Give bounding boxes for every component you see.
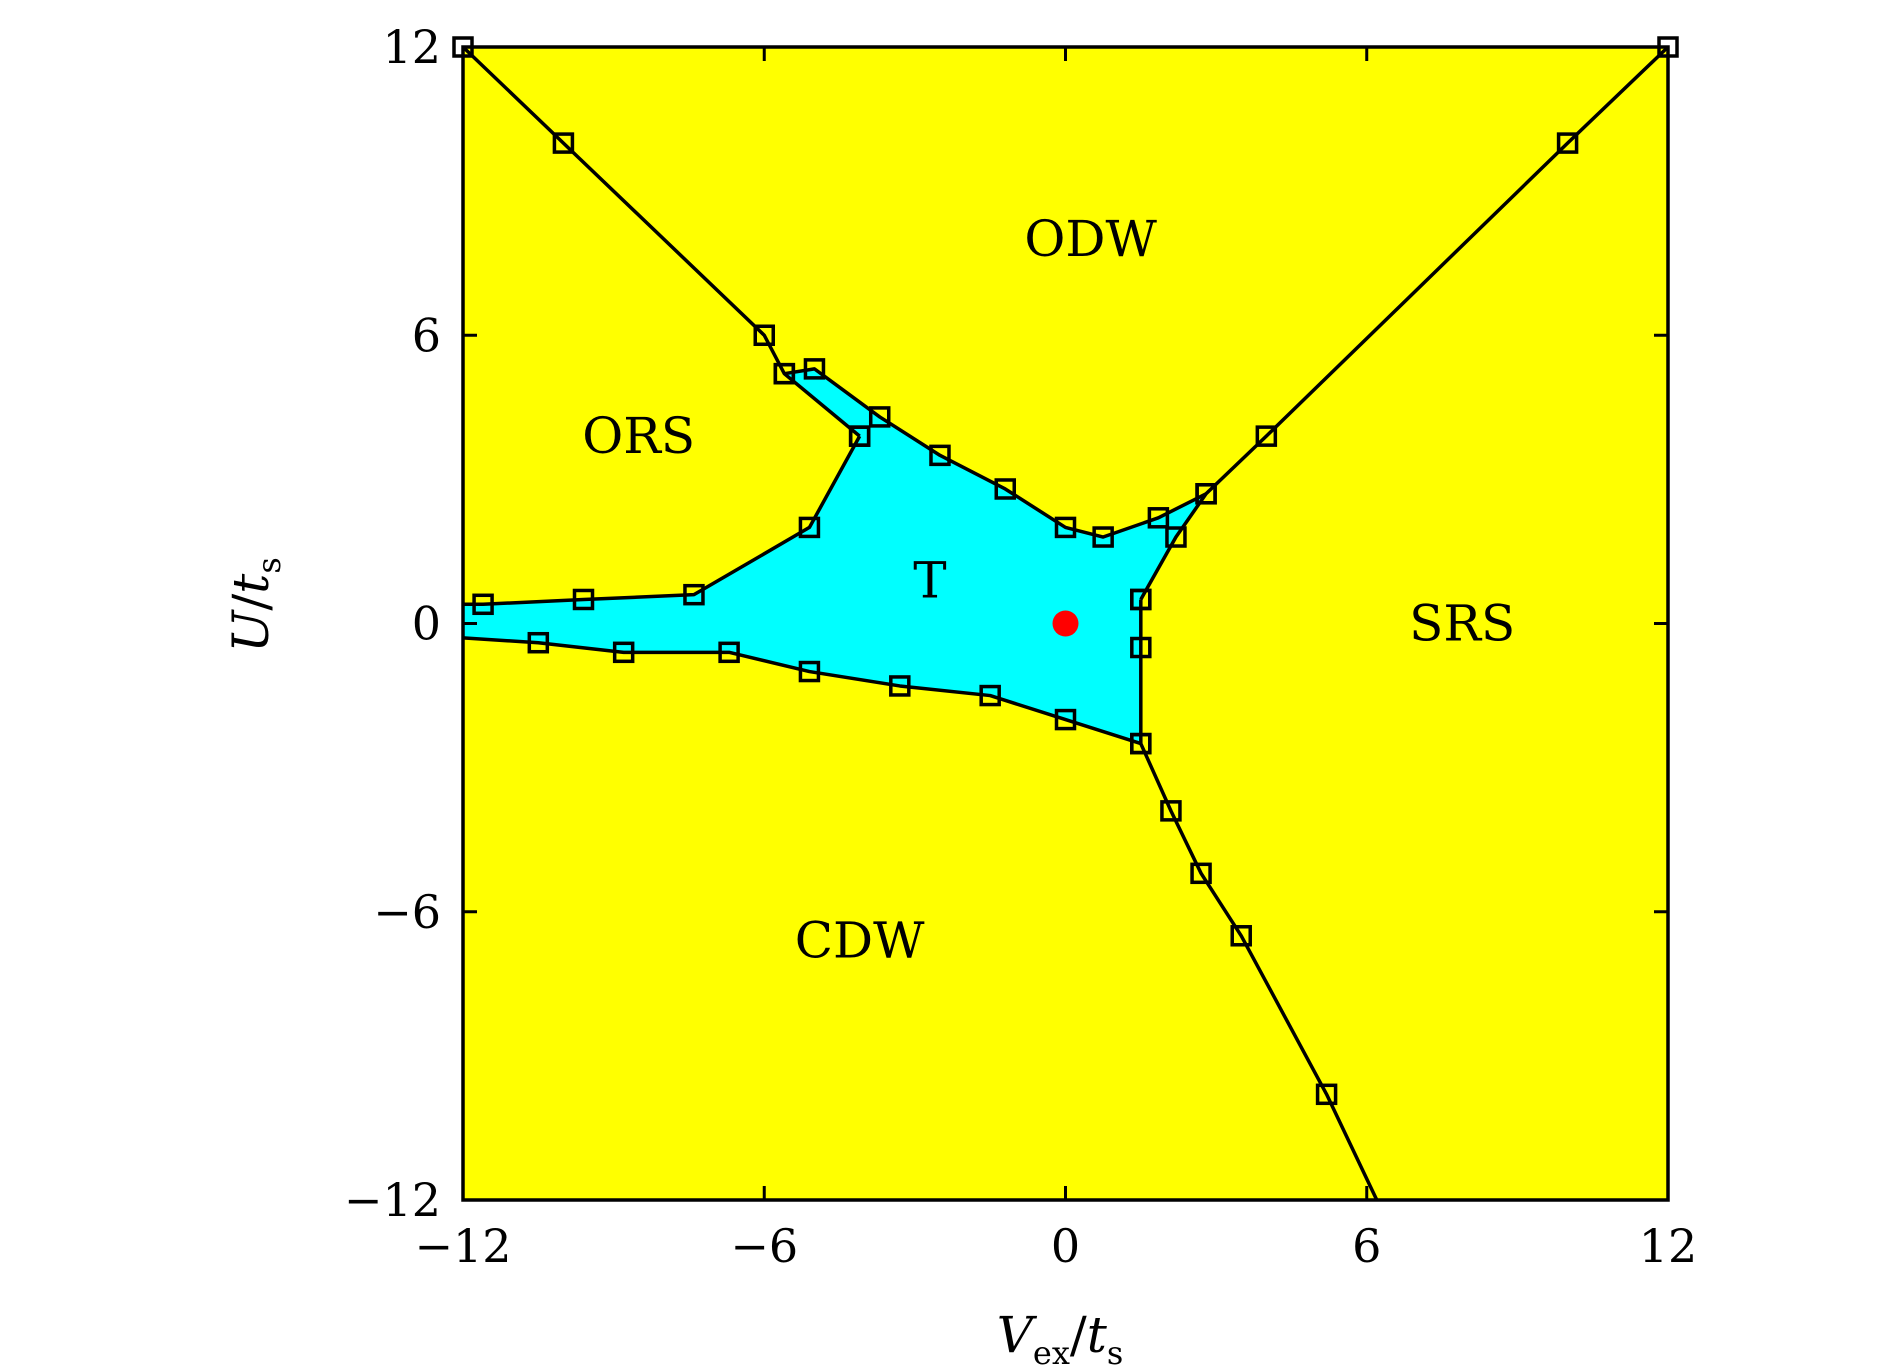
boundary-line-5 bbox=[462, 636, 1142, 746]
phase-label-cdw: CDW bbox=[795, 912, 925, 970]
boundary-marker bbox=[683, 583, 705, 606]
boundary-marker bbox=[1255, 425, 1278, 447]
boundary-marker bbox=[979, 684, 1001, 707]
boundary-marker bbox=[1190, 862, 1212, 885]
boundary-marker bbox=[773, 362, 796, 385]
boundary-line-6 bbox=[784, 367, 1207, 539]
phase-label-srs: SRS bbox=[1409, 595, 1515, 653]
boundary-marker bbox=[1230, 925, 1252, 947]
boundary-marker bbox=[1556, 132, 1579, 154]
t-phase-region bbox=[463, 368, 1207, 744]
boundary-marker bbox=[798, 516, 821, 539]
t-phase-region-layer bbox=[463, 368, 1207, 744]
boundary-marker bbox=[1315, 1083, 1338, 1106]
boundary-marker bbox=[1165, 526, 1187, 548]
x-tick-label: 12 bbox=[1639, 1219, 1698, 1273]
y-tick-label: −12 bbox=[344, 1173, 441, 1227]
phase-labels: ODW ORS T SRS CDW bbox=[582, 210, 1515, 969]
y-tick-label: 12 bbox=[382, 20, 441, 74]
x-tick-label: −6 bbox=[730, 1219, 798, 1273]
phase-label-odw: ODW bbox=[1024, 210, 1157, 268]
y-tick-label: −6 bbox=[373, 885, 441, 939]
x-axis-title: Vex/ts bbox=[997, 1306, 1123, 1371]
boundary-marker bbox=[1130, 588, 1152, 611]
boundary-marker bbox=[718, 641, 740, 664]
boundary-marker bbox=[1147, 507, 1170, 529]
x-tick-label: −12 bbox=[414, 1219, 511, 1273]
y-tick-label: 6 bbox=[412, 308, 441, 362]
y-tick-label: 0 bbox=[412, 597, 441, 651]
boundary-marker bbox=[552, 132, 575, 154]
boundary-marker bbox=[612, 641, 635, 664]
boundary-line-1 bbox=[461, 45, 861, 438]
boundary-marker bbox=[1160, 800, 1182, 822]
boundary-marker bbox=[472, 593, 494, 616]
boundary-marker bbox=[572, 588, 595, 611]
boundary-marker bbox=[803, 358, 826, 380]
boundary-marker bbox=[1195, 483, 1217, 505]
boundary-marker bbox=[1092, 526, 1114, 548]
axis-ticks bbox=[461, 45, 1670, 1202]
boundary-marker bbox=[994, 478, 1016, 500]
boundary-marker bbox=[868, 406, 891, 428]
highlight-point bbox=[1052, 610, 1079, 637]
y-axis-title: U/ts bbox=[222, 557, 288, 653]
phase-label-ors: ORS bbox=[582, 407, 695, 465]
boundary-line-4 bbox=[463, 435, 862, 607]
boundary-marker bbox=[889, 675, 911, 697]
phase-boundary-lines bbox=[461, 45, 1670, 1201]
boundary-line-3 bbox=[1139, 599, 1379, 1201]
boundary-marker bbox=[527, 631, 550, 654]
boundary-marker bbox=[848, 425, 871, 447]
x-tick-label: 0 bbox=[1051, 1219, 1080, 1273]
boundary-marker bbox=[798, 660, 821, 683]
boundary-marker bbox=[753, 324, 775, 346]
boundary-marker bbox=[1130, 732, 1152, 755]
x-tick-label: 6 bbox=[1352, 1219, 1381, 1273]
boundary-marker bbox=[929, 444, 951, 467]
boundary-marker bbox=[1054, 516, 1077, 539]
tick-labels: −12 −6 0 6 12 −12 −6 0 6 12 bbox=[344, 20, 1697, 1273]
phase-label-t: T bbox=[913, 551, 946, 609]
boundary-marker bbox=[1054, 708, 1077, 731]
boundary-marker bbox=[1130, 636, 1152, 659]
